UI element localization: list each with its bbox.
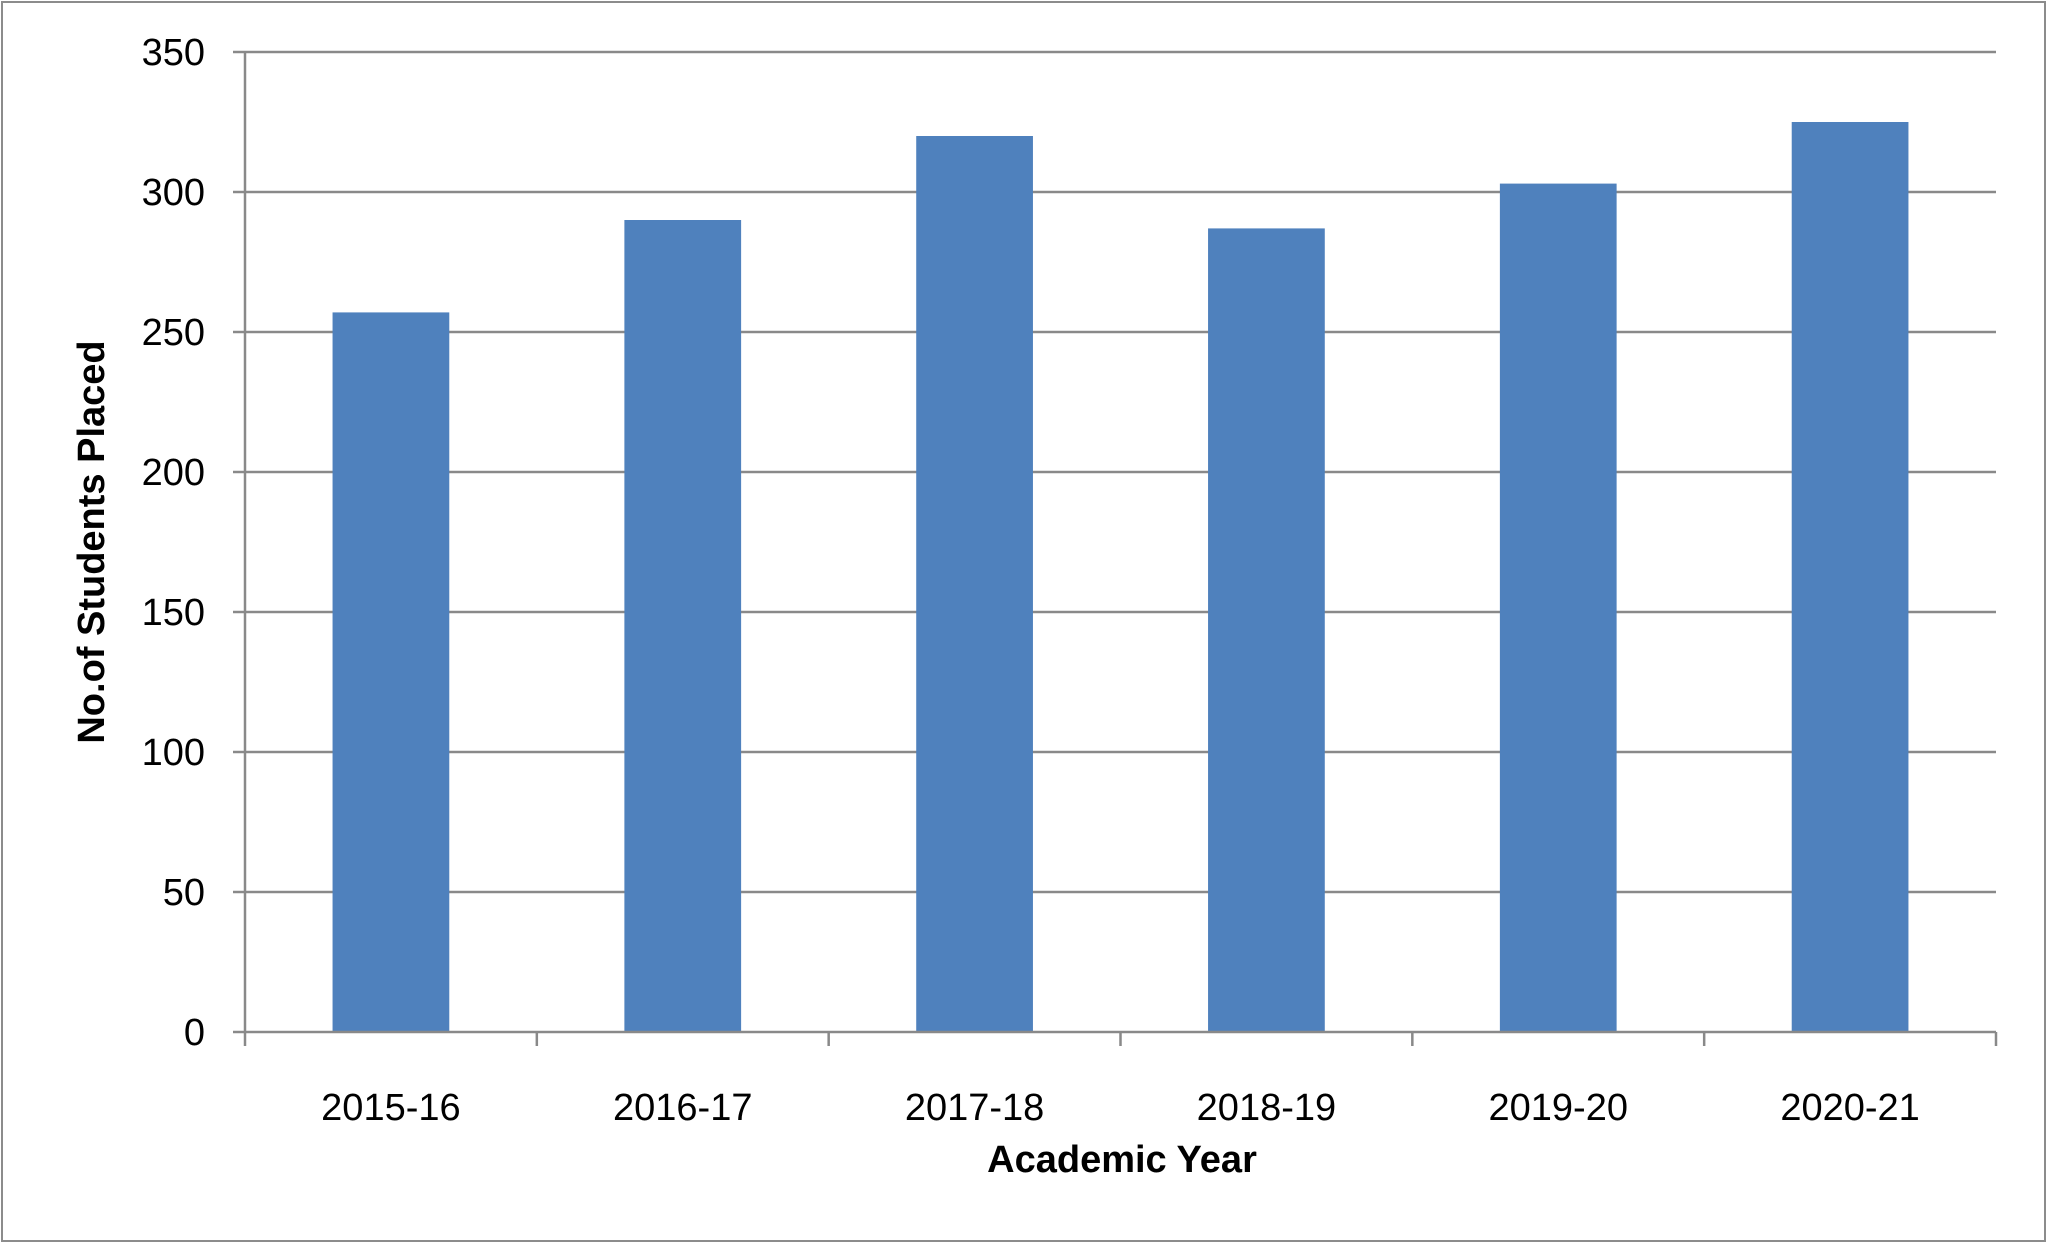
bar-2017-18 [916,136,1033,1032]
x-tick-label-2016-17: 2016-17 [613,1087,752,1129]
y-tick-label-0: 0 [184,1012,205,1054]
x-tick-label-2020-21: 2020-21 [1780,1087,1919,1129]
bar-2018-19 [1208,228,1325,1032]
bar-2020-21 [1791,122,1909,1032]
y-tick-label-100: 100 [142,732,205,774]
y-tick-label-350: 350 [142,32,205,74]
x-tick-label-2015-16: 2015-16 [321,1087,460,1129]
y-tick-label-50: 50 [163,872,205,914]
y-tick-label-200: 200 [142,452,205,494]
bars [332,122,1909,1033]
y-tick-labels: 0 50 100 150 200 250 300 350 [142,32,205,1054]
y-axis-title: No.of Students Placed [71,340,113,743]
axes [233,50,1998,1046]
gridlines [245,50,1996,894]
bar-2016-17 [624,220,742,1032]
y-tick-label-150: 150 [142,592,205,634]
x-axis-title: Academic Year [987,1139,1257,1181]
y-tick-label-300: 300 [142,172,205,214]
bar-2015-16 [332,312,450,1032]
x-tick-label-2018-19: 2018-19 [1197,1087,1336,1129]
bar-2019-20 [1499,183,1617,1033]
x-tick-label-2017-18: 2017-18 [905,1087,1044,1129]
x-tick-label-2019-20: 2019-20 [1489,1087,1628,1129]
y-tick-label-250: 250 [142,312,205,354]
x-tick-labels: 2015-16 2016-17 2017-18 2018-19 2019-20 2020-… [321,1087,1920,1129]
